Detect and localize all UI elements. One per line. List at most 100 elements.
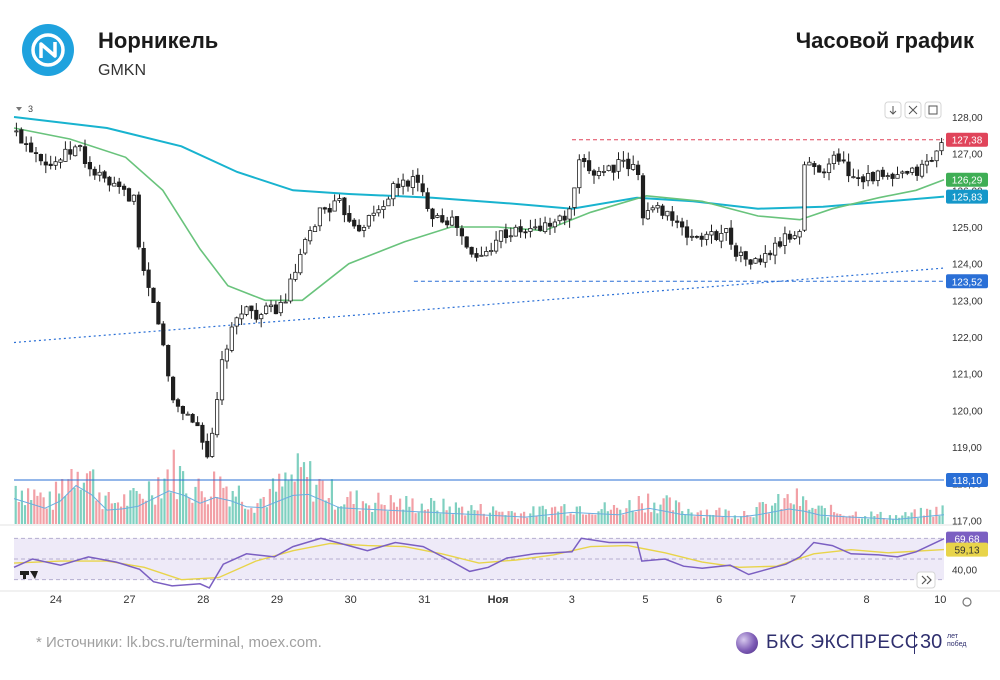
candle-body (528, 227, 533, 232)
volume-bar (321, 480, 324, 524)
volume-bar (364, 503, 368, 524)
volume-bar (898, 517, 901, 524)
volume-bar (792, 504, 795, 524)
volume-bar (352, 504, 355, 524)
candle-body (758, 258, 763, 263)
collapse-triangle-icon[interactable] (16, 107, 22, 111)
chart-title: Часовой график (795, 28, 974, 53)
volume-bar (510, 511, 513, 524)
volume-bar (740, 516, 743, 524)
rsi-value-label (946, 531, 988, 546)
candle-body (459, 228, 465, 237)
move-down-icon[interactable] (889, 106, 897, 115)
candle-body (347, 213, 352, 222)
candle-body (117, 181, 122, 187)
rsi-tick-label: 40,00 (952, 565, 977, 576)
candle-body (846, 161, 851, 177)
candle-body (126, 188, 132, 202)
volume-bar (746, 515, 749, 524)
settings-gear-icon[interactable] (962, 597, 972, 607)
candle-body (342, 197, 347, 216)
candle-body (263, 305, 269, 314)
volume-bar (275, 491, 278, 524)
maximize-icon[interactable] (928, 105, 938, 115)
volume-bar (33, 489, 36, 524)
volume-bar (371, 512, 374, 524)
volume-bar (616, 507, 619, 524)
candle-body (214, 399, 220, 436)
candle-body (58, 159, 63, 163)
volume-bar (346, 497, 349, 524)
x-tick-label: 29 (271, 594, 283, 606)
volume-bar (430, 498, 433, 524)
volume-bar (36, 495, 39, 524)
volume-bar (293, 481, 296, 524)
candle-body (684, 226, 690, 238)
candle-body (694, 235, 699, 238)
collapse-icon[interactable] (908, 105, 918, 115)
volume-bar (634, 511, 637, 524)
volume-bar (709, 514, 712, 524)
price-chart[interactable]: 128,00127,00126,00125,00124,00123,00122,… (0, 100, 1000, 620)
candle-body (738, 251, 744, 256)
volume-bar (296, 453, 299, 524)
volume-bar (836, 513, 839, 524)
volume-bar (873, 516, 876, 524)
volume-bar (547, 517, 550, 524)
candle-body (606, 165, 611, 172)
y-tick-label: 124,00 (952, 260, 983, 271)
volume-bar (485, 516, 488, 524)
volume-bar (253, 512, 256, 524)
volume-bar (144, 500, 147, 524)
volume-bar (197, 478, 200, 524)
volume-bar (101, 509, 104, 524)
volume-bar (408, 506, 411, 524)
volume-bar (879, 511, 882, 524)
volume-bar (488, 512, 492, 524)
candle-body (587, 160, 592, 172)
candle-body (435, 215, 440, 218)
nornickel-logo-icon (22, 24, 74, 76)
candle-body (621, 159, 626, 162)
volume-bar (361, 501, 364, 524)
volume-bar (588, 513, 591, 524)
volume-bar (678, 502, 681, 524)
candle-body (885, 175, 890, 177)
candle-body (288, 278, 293, 302)
maximize-button[interactable] (924, 101, 942, 119)
volume-bar (653, 502, 656, 524)
candle-body (538, 225, 543, 231)
volume-bar (606, 511, 609, 524)
volume-bar (519, 513, 523, 524)
volume-bar (182, 471, 185, 524)
volume-bar (222, 487, 225, 524)
volume-bar (132, 488, 135, 524)
candle-body (474, 253, 479, 258)
volume-bar (808, 509, 811, 524)
candle-body (82, 146, 88, 165)
volume-bar (386, 511, 389, 524)
volume-bar (904, 512, 907, 524)
double-chevron-right-icon[interactable] (921, 575, 932, 585)
candle-body (689, 235, 695, 238)
x-tick-label: 3 (569, 594, 575, 606)
candle-body (303, 239, 308, 254)
volume-bar (166, 469, 169, 524)
volume-bar (76, 471, 79, 524)
volume-bar (513, 512, 516, 524)
volume-bar (48, 491, 51, 524)
candle-body (244, 306, 249, 315)
volume-bar (535, 516, 538, 524)
volume-bar (566, 515, 569, 524)
candle-body (200, 424, 205, 443)
brand-anniversary-text: лет побед (947, 633, 966, 649)
volume-bar (572, 514, 575, 524)
volume-bar (622, 514, 625, 524)
x-tick-label: 10 (934, 594, 946, 606)
volume-bar (780, 509, 783, 524)
candle-body (498, 230, 504, 242)
candle-body (210, 432, 215, 457)
y-tick-label: 120,00 (952, 406, 983, 417)
candle-body (919, 163, 925, 177)
candle-body (875, 170, 881, 181)
